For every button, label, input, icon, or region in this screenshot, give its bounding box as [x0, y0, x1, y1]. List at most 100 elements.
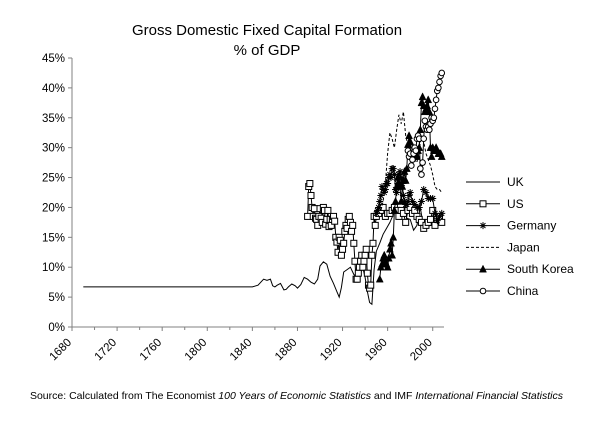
point-china	[409, 156, 416, 163]
point-germany	[384, 180, 392, 188]
legend-label-china: China	[507, 284, 539, 298]
legend-label-us: US	[507, 197, 524, 211]
point-germany	[377, 191, 385, 199]
point-germany	[435, 212, 443, 220]
point-us	[348, 227, 356, 235]
legend-marker-china	[479, 287, 487, 295]
point-china	[412, 147, 420, 154]
point-germany	[395, 171, 403, 179]
point-south-korea	[405, 131, 413, 139]
point-south-korea	[388, 250, 397, 259]
point-south-korea	[387, 238, 395, 247]
x-tick-label: 1720	[93, 337, 120, 364]
series-group	[83, 69, 446, 306]
source-title-2: International Financial Statistics	[415, 390, 564, 402]
point-south-korea	[401, 175, 410, 184]
point-china	[430, 114, 438, 122]
point-us	[368, 251, 376, 259]
x-tick-label: 1760	[138, 337, 165, 364]
point-us	[360, 257, 368, 265]
point-south-korea	[389, 232, 398, 241]
point-us	[345, 212, 353, 220]
y-tick-label: 0%	[48, 322, 65, 334]
point-germany	[420, 186, 428, 194]
point-china	[417, 165, 424, 172]
y-tick-label: 45%	[42, 53, 65, 65]
legend-label-japan: Japan	[507, 240, 540, 254]
point-us	[359, 263, 367, 271]
point-us	[349, 221, 357, 229]
point-south-korea	[397, 196, 406, 205]
point-china	[436, 78, 443, 86]
source-middle: and IMF	[371, 390, 416, 402]
point-us	[367, 281, 375, 289]
point-south-korea	[393, 172, 402, 181]
point-us	[361, 251, 369, 259]
series-line-uk	[83, 206, 442, 306]
point-china	[421, 117, 429, 125]
x-tick-label: 1920	[318, 337, 345, 364]
point-germany	[411, 200, 419, 208]
point-germany	[378, 183, 386, 191]
x-tick-label: 1840	[228, 337, 255, 364]
legend-marker-south-korea	[479, 264, 487, 273]
point-south-korea	[406, 137, 415, 145]
point-china	[420, 135, 428, 142]
point-south-korea	[418, 92, 427, 101]
chart-subtitle: % of GDP	[234, 42, 301, 59]
y-tick-label: 25%	[42, 173, 65, 185]
legend-marker-germany	[479, 222, 487, 230]
point-germany	[404, 197, 412, 205]
x-tick-label: 1880	[273, 337, 300, 364]
point-germany	[390, 171, 398, 179]
point-us	[354, 269, 362, 277]
point-us	[369, 239, 377, 247]
point-germany	[387, 174, 395, 182]
legend-marker-us	[479, 200, 487, 208]
point-us	[310, 205, 318, 213]
legend: UK US Germany Japan South Korea China	[466, 175, 574, 298]
point-us	[306, 180, 314, 188]
point-germany	[408, 197, 416, 205]
point-us	[307, 191, 315, 199]
point-us	[371, 221, 379, 229]
point-germany	[372, 209, 380, 217]
y-tick-label: 5%	[48, 292, 65, 304]
point-south-korea	[402, 164, 411, 172]
point-south-korea	[375, 274, 384, 283]
point-germany	[433, 217, 441, 225]
point-south-korea	[424, 95, 433, 104]
point-germany	[389, 165, 397, 173]
point-us	[353, 275, 361, 283]
point-germany	[380, 189, 388, 196]
point-south-korea	[437, 152, 446, 160]
point-germany	[397, 174, 405, 182]
point-germany	[431, 209, 439, 217]
y-tick-label: 10%	[42, 262, 65, 274]
point-germany	[422, 189, 430, 196]
point-germany	[386, 171, 394, 179]
x-tick-label: 1800	[183, 337, 210, 364]
y-tick-label: 40%	[42, 83, 65, 95]
x-tick-label: 2000	[408, 337, 435, 364]
y-tick-label: 35%	[42, 113, 65, 125]
source-prefix: Source: Calculated from The Economist	[29, 390, 219, 402]
point-us	[324, 206, 332, 214]
point-china	[431, 105, 439, 113]
y-tick-label: 20%	[42, 202, 65, 214]
point-us	[402, 218, 410, 226]
legend-label-germany: Germany	[507, 219, 556, 233]
point-china	[435, 84, 442, 92]
point-south-korea	[391, 196, 400, 205]
point-us	[351, 257, 359, 265]
point-germany	[403, 200, 411, 208]
point-us	[337, 251, 345, 259]
point-us	[340, 239, 348, 247]
point-germany	[417, 197, 425, 205]
point-south-korea	[383, 262, 392, 271]
point-south-korea	[427, 152, 436, 160]
point-germany	[438, 209, 446, 217]
point-us	[350, 239, 358, 247]
point-south-korea	[380, 250, 389, 259]
